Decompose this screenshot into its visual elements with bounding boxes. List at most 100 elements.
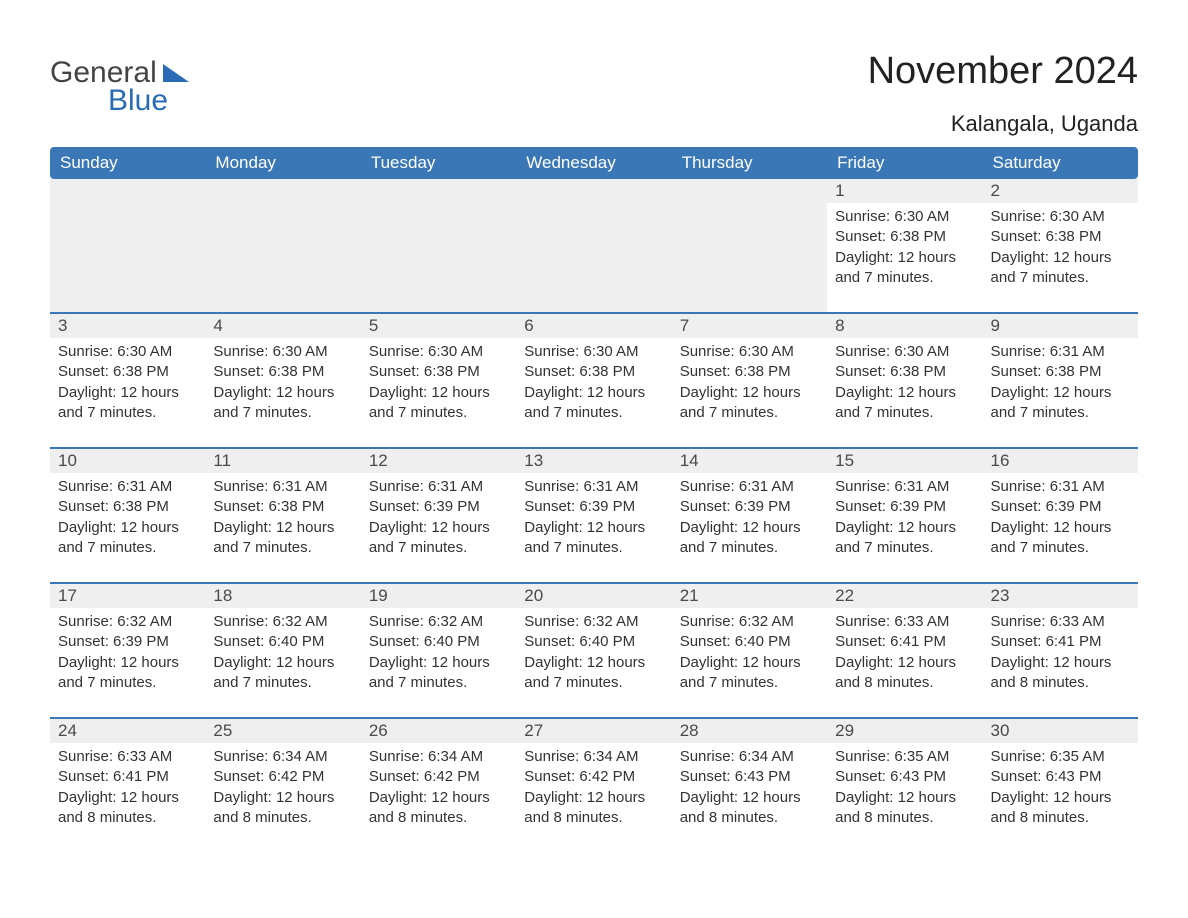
calendar-cell: 15Sunrise: 6:31 AMSunset: 6:39 PMDayligh…	[827, 448, 982, 583]
calendar-cell	[516, 179, 671, 313]
sunset-line: Sunset: 6:38 PM	[991, 362, 1130, 382]
sunset-label: Sunset:	[524, 633, 575, 650]
daylight-line: Daylight: 12 hours and 8 minutes.	[58, 788, 197, 829]
day-details: Sunrise: 6:31 AMSunset: 6:38 PMDaylight:…	[205, 473, 360, 558]
calendar-cell: 5Sunrise: 6:30 AMSunset: 6:38 PMDaylight…	[361, 313, 516, 448]
sunset-value: 6:42 PM	[424, 768, 480, 785]
sunset-value: 6:41 PM	[1046, 633, 1102, 650]
sunset-value: 6:39 PM	[890, 498, 946, 515]
day-number: 12	[361, 449, 516, 473]
sunrise-value: 6:31 AM	[1050, 343, 1105, 360]
sunset-value: 6:38 PM	[579, 363, 635, 380]
sunset-line: Sunset: 6:38 PM	[369, 362, 508, 382]
day-number: 3	[50, 314, 205, 338]
calendar-cell	[50, 179, 205, 313]
sunset-label: Sunset:	[835, 498, 886, 515]
sunrise-line: Sunrise: 6:30 AM	[213, 342, 352, 362]
daylight-line: Daylight: 12 hours and 7 minutes.	[680, 518, 819, 559]
sunrise-value: 6:30 AM	[1050, 208, 1105, 225]
calendar-cell: 8Sunrise: 6:30 AMSunset: 6:38 PMDaylight…	[827, 313, 982, 448]
calendar-week: 1Sunrise: 6:30 AMSunset: 6:38 PMDaylight…	[50, 179, 1138, 313]
sunrise-value: 6:32 AM	[428, 613, 483, 630]
day-number: 25	[205, 719, 360, 743]
sunset-value: 6:43 PM	[1046, 768, 1102, 785]
sunset-label: Sunset:	[991, 633, 1042, 650]
title-block: November 2024 Kalangala, Uganda	[868, 50, 1138, 137]
sunrise-label: Sunrise:	[369, 343, 424, 360]
day-details: Sunrise: 6:30 AMSunset: 6:38 PMDaylight:…	[827, 338, 982, 423]
day-number: 27	[516, 719, 671, 743]
sunset-line: Sunset: 6:42 PM	[524, 767, 663, 787]
day-number: 18	[205, 584, 360, 608]
day-number: 24	[50, 719, 205, 743]
sunrise-label: Sunrise:	[213, 478, 268, 495]
sunset-label: Sunset:	[524, 363, 575, 380]
sunset-line: Sunset: 6:38 PM	[991, 227, 1130, 247]
sunset-value: 6:40 PM	[268, 633, 324, 650]
day-number: 11	[205, 449, 360, 473]
sunset-value: 6:42 PM	[579, 768, 635, 785]
daylight-line: Daylight: 12 hours and 8 minutes.	[991, 788, 1130, 829]
sunrise-label: Sunrise:	[680, 748, 735, 765]
sunrise-value: 6:31 AM	[117, 478, 172, 495]
daylight-line: Daylight: 12 hours and 7 minutes.	[369, 383, 508, 424]
sunrise-value: 6:31 AM	[583, 478, 638, 495]
calendar-cell: 24Sunrise: 6:33 AMSunset: 6:41 PMDayligh…	[50, 718, 205, 852]
day-header: Sunday	[50, 147, 205, 179]
daylight-label: Daylight:	[680, 519, 738, 536]
calendar-table: SundayMondayTuesdayWednesdayThursdayFrid…	[50, 147, 1138, 852]
day-details: Sunrise: 6:30 AMSunset: 6:38 PMDaylight:…	[672, 338, 827, 423]
sunset-label: Sunset:	[369, 498, 420, 515]
calendar-cell: 18Sunrise: 6:32 AMSunset: 6:40 PMDayligh…	[205, 583, 360, 718]
sunrise-line: Sunrise: 6:32 AM	[213, 612, 352, 632]
sunrise-line: Sunrise: 6:34 AM	[213, 747, 352, 767]
sunset-value: 6:38 PM	[113, 498, 169, 515]
day-details: Sunrise: 6:30 AMSunset: 6:38 PMDaylight:…	[827, 203, 982, 288]
sunset-line: Sunset: 6:43 PM	[680, 767, 819, 787]
sunset-line: Sunset: 6:39 PM	[369, 497, 508, 517]
sunrise-value: 6:30 AM	[117, 343, 172, 360]
day-number: 22	[827, 584, 982, 608]
sunset-value: 6:38 PM	[1046, 363, 1102, 380]
calendar-cell: 11Sunrise: 6:31 AMSunset: 6:38 PMDayligh…	[205, 448, 360, 583]
daylight-label: Daylight:	[680, 384, 738, 401]
sunset-value: 6:38 PM	[268, 498, 324, 515]
sunrise-value: 6:31 AM	[428, 478, 483, 495]
day-header: Monday	[205, 147, 360, 179]
calendar-cell: 12Sunrise: 6:31 AMSunset: 6:39 PMDayligh…	[361, 448, 516, 583]
sunset-line: Sunset: 6:39 PM	[58, 632, 197, 652]
sunrise-label: Sunrise:	[835, 478, 890, 495]
daylight-line: Daylight: 12 hours and 7 minutes.	[991, 383, 1130, 424]
daylight-label: Daylight:	[680, 654, 738, 671]
sunrise-value: 6:33 AM	[1050, 613, 1105, 630]
daylight-label: Daylight:	[369, 519, 427, 536]
sunset-label: Sunset:	[835, 633, 886, 650]
daylight-line: Daylight: 12 hours and 8 minutes.	[213, 788, 352, 829]
day-details: Sunrise: 6:31 AMSunset: 6:39 PMDaylight:…	[361, 473, 516, 558]
day-number: 10	[50, 449, 205, 473]
day-details: Sunrise: 6:30 AMSunset: 6:38 PMDaylight:…	[361, 338, 516, 423]
sunrise-line: Sunrise: 6:35 AM	[835, 747, 974, 767]
sunrise-line: Sunrise: 6:31 AM	[213, 477, 352, 497]
sunset-value: 6:39 PM	[1046, 498, 1102, 515]
calendar-cell	[205, 179, 360, 313]
sunrise-value: 6:30 AM	[273, 343, 328, 360]
sunrise-label: Sunrise:	[991, 613, 1046, 630]
daylight-label: Daylight:	[213, 384, 271, 401]
day-number: 2	[983, 179, 1138, 203]
sunset-line: Sunset: 6:38 PM	[524, 362, 663, 382]
daylight-line: Daylight: 12 hours and 7 minutes.	[213, 518, 352, 559]
sunrise-line: Sunrise: 6:31 AM	[991, 477, 1130, 497]
day-details: Sunrise: 6:31 AMSunset: 6:38 PMDaylight:…	[50, 473, 205, 558]
calendar-cell: 19Sunrise: 6:32 AMSunset: 6:40 PMDayligh…	[361, 583, 516, 718]
sunrise-label: Sunrise:	[991, 748, 1046, 765]
calendar-cell	[672, 179, 827, 313]
sunrise-line: Sunrise: 6:32 AM	[524, 612, 663, 632]
sunrise-label: Sunrise:	[680, 613, 735, 630]
sunset-label: Sunset:	[58, 768, 109, 785]
sunset-label: Sunset:	[991, 498, 1042, 515]
sunrise-line: Sunrise: 6:31 AM	[680, 477, 819, 497]
sunrise-label: Sunrise:	[524, 343, 579, 360]
day-details: Sunrise: 6:32 AMSunset: 6:40 PMDaylight:…	[672, 608, 827, 693]
day-number: 26	[361, 719, 516, 743]
